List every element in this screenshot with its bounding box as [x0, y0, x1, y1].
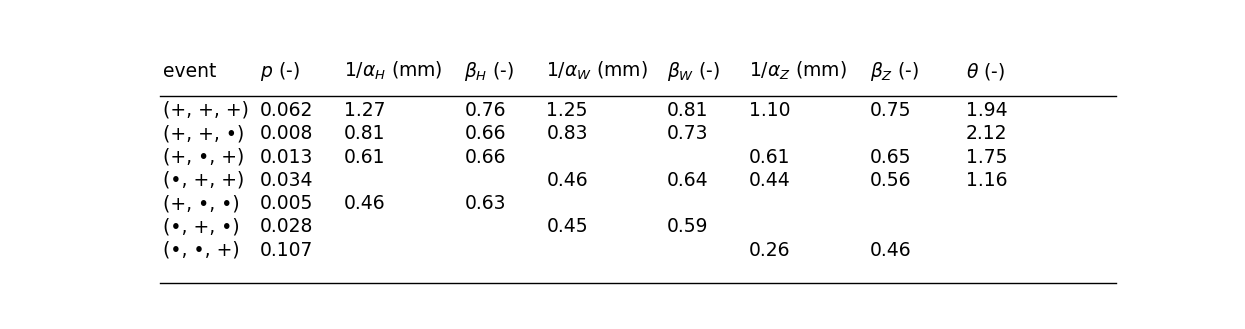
Text: (•, +, +): (•, +, +)	[163, 171, 244, 190]
Text: $\beta_W\ (\text{-})$: $\beta_W\ (\text{-})$	[667, 60, 721, 83]
Text: 0.46: 0.46	[547, 171, 588, 190]
Text: 1.75: 1.75	[966, 147, 1007, 166]
Text: event: event	[163, 62, 217, 81]
Text: $\beta_H\ (\text{-})$: $\beta_H\ (\text{-})$	[464, 60, 514, 83]
Text: 0.107: 0.107	[260, 241, 314, 260]
Text: $\theta\ (\text{-})$: $\theta\ (\text{-})$	[966, 61, 1006, 82]
Text: 0.66: 0.66	[464, 147, 505, 166]
Text: (+, •, •): (+, •, •)	[163, 194, 240, 213]
Text: 1.94: 1.94	[966, 101, 1007, 120]
Text: 0.56: 0.56	[869, 171, 911, 190]
Text: 0.59: 0.59	[667, 217, 708, 237]
Text: (•, +, •): (•, +, •)	[163, 217, 240, 237]
Text: 0.005: 0.005	[260, 194, 314, 213]
Text: $1/\alpha_H\ (\text{mm})$: $1/\alpha_H\ (\text{mm})$	[344, 60, 442, 82]
Text: 0.81: 0.81	[667, 101, 708, 120]
Text: 0.034: 0.034	[260, 171, 314, 190]
Text: 1.10: 1.10	[749, 101, 791, 120]
Text: 0.73: 0.73	[667, 124, 708, 143]
Text: 1.25: 1.25	[547, 101, 588, 120]
Text: 0.46: 0.46	[869, 241, 911, 260]
Text: 0.013: 0.013	[260, 147, 314, 166]
Text: 0.45: 0.45	[547, 217, 588, 237]
Text: 0.61: 0.61	[344, 147, 385, 166]
Text: (•, •, +): (•, •, +)	[163, 241, 240, 260]
Text: 1.16: 1.16	[966, 171, 1007, 190]
Text: 0.66: 0.66	[464, 124, 505, 143]
Text: $\beta_Z\ (\text{-})$: $\beta_Z\ (\text{-})$	[869, 60, 919, 83]
Text: 0.44: 0.44	[749, 171, 791, 190]
Text: 1.27: 1.27	[344, 101, 385, 120]
Text: 0.26: 0.26	[749, 241, 791, 260]
Text: 0.65: 0.65	[869, 147, 911, 166]
Text: 2.12: 2.12	[966, 124, 1007, 143]
Text: 0.46: 0.46	[344, 194, 386, 213]
Text: 0.008: 0.008	[260, 124, 314, 143]
Text: 0.75: 0.75	[869, 101, 911, 120]
Text: $p\ (\text{-})$: $p\ (\text{-})$	[260, 60, 300, 83]
Text: 0.062: 0.062	[260, 101, 314, 120]
Text: 0.61: 0.61	[749, 147, 791, 166]
Text: $1/\alpha_W\ (\text{mm})$: $1/\alpha_W\ (\text{mm})$	[547, 60, 649, 82]
Text: 0.64: 0.64	[667, 171, 708, 190]
Text: $1/\alpha_Z\ (\text{mm})$: $1/\alpha_Z\ (\text{mm})$	[749, 60, 847, 82]
Text: (+, +, +): (+, +, +)	[163, 101, 249, 120]
Text: 0.83: 0.83	[547, 124, 588, 143]
Text: 0.76: 0.76	[464, 101, 505, 120]
Text: 0.63: 0.63	[464, 194, 505, 213]
Text: (+, •, +): (+, •, +)	[163, 147, 244, 166]
Text: 0.81: 0.81	[344, 124, 385, 143]
Text: 0.028: 0.028	[260, 217, 314, 237]
Text: (+, +, •): (+, +, •)	[163, 124, 244, 143]
